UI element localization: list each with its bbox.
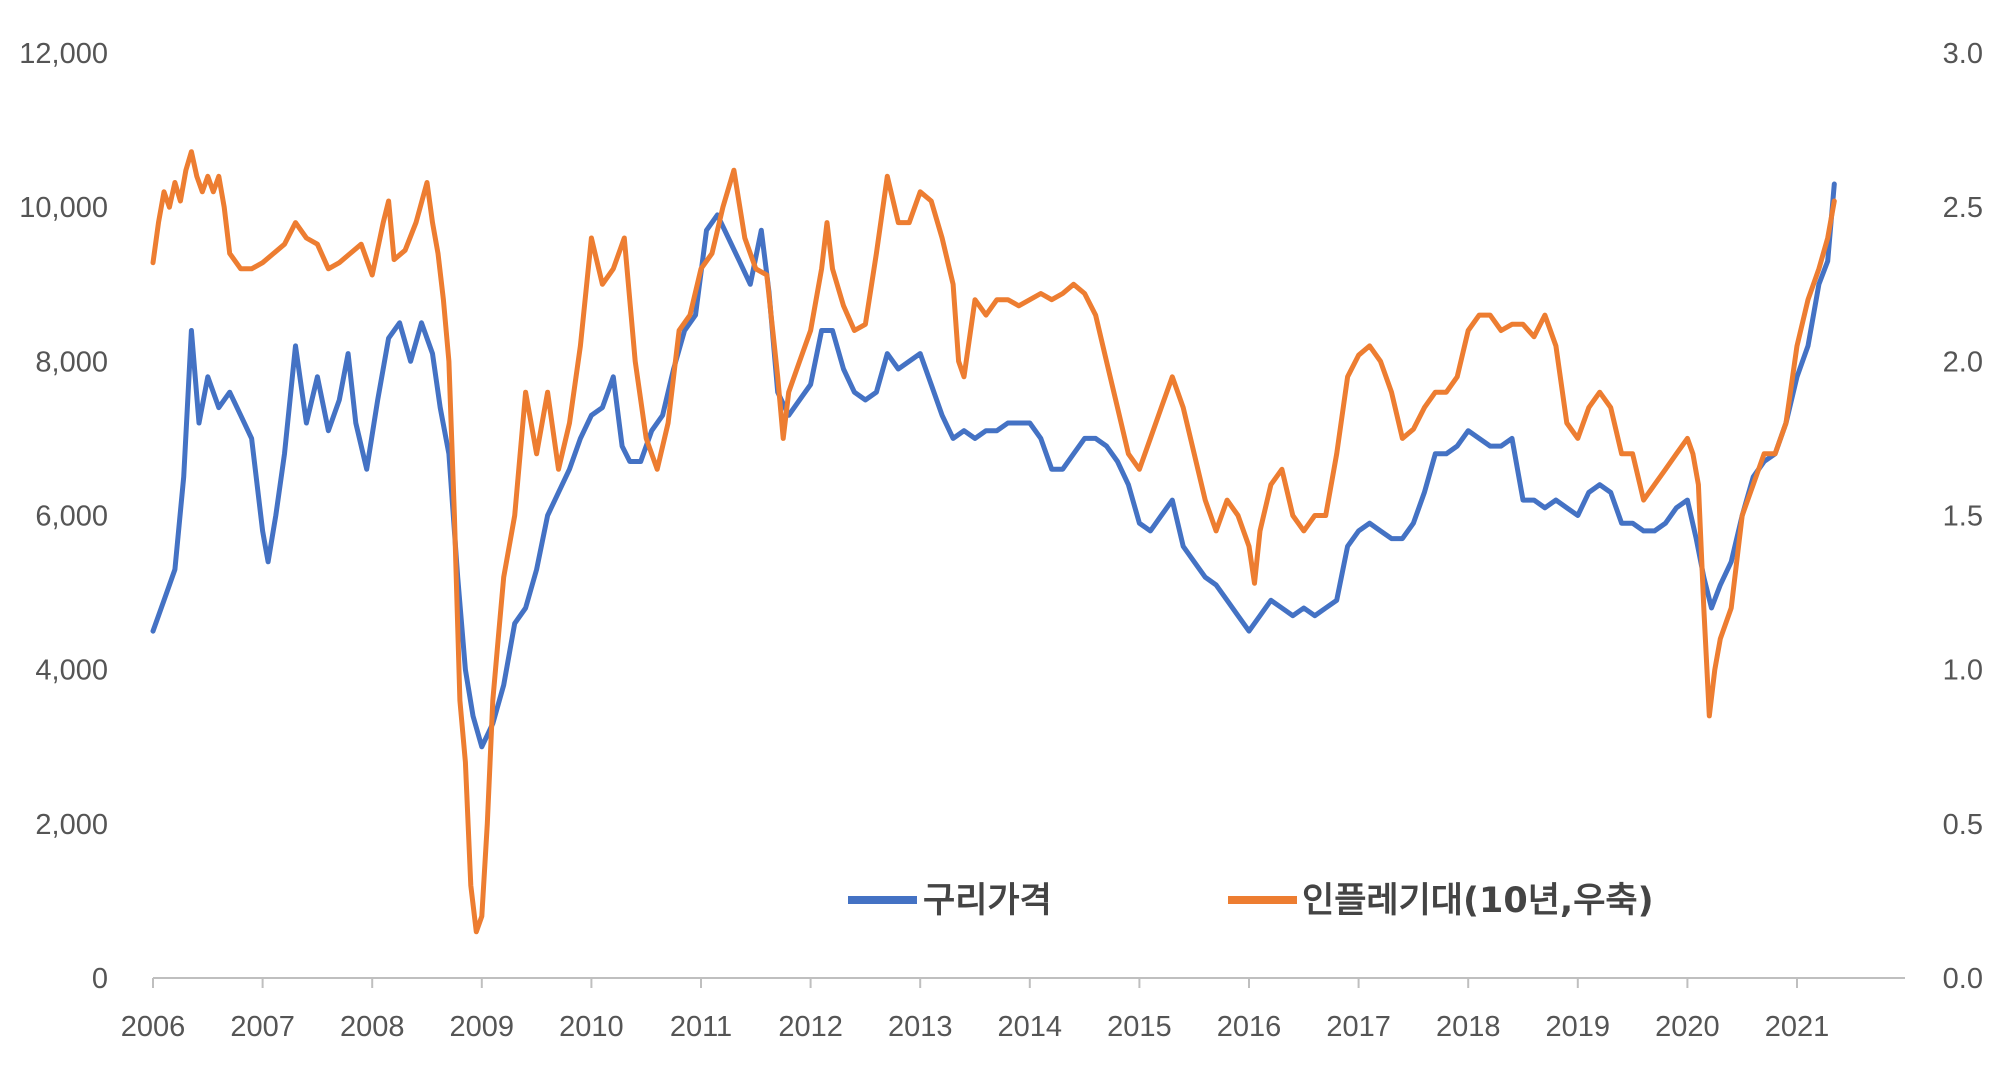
series-line-copper-price [150,181,1837,750]
right-y-tick-label: 1.0 [1943,655,1983,687]
legend: 구리가격 인플레기대(10년,우축) [848,881,1654,921]
x-tick-label: 2020 [1655,1011,1720,1043]
x-tick-label: 2009 [450,1011,515,1043]
series-layer [150,149,1837,935]
right-y-tick-label: 2.5 [1943,192,1983,224]
x-tick-label: 2014 [998,1011,1063,1043]
x-tick-label: 2007 [230,1011,295,1043]
left-y-tick-label: 6,000 [35,501,108,533]
x-tick-label: 2011 [670,1011,732,1043]
left-y-tick-label: 8,000 [35,346,108,378]
legend-item-copper: 구리가격 [848,881,1052,921]
legend-label-inflation: 인플레기대(10년,우축) [1302,881,1654,921]
right-y-tick-label: 1.5 [1943,501,1983,533]
left-y-tick-label: 2,000 [35,809,108,841]
left-y-tick-label: 10,000 [19,192,108,224]
right-y-tick-label: 3.0 [1943,38,1983,70]
x-tick-label: 2013 [888,1011,953,1043]
x-tick-label: 2019 [1546,1011,1611,1043]
series-line-inflation-expectation [150,149,1837,935]
left-y-tick-label: 0 [92,963,108,995]
x-tick-label: 2018 [1436,1011,1501,1043]
x-tick-marks [152,978,1798,988]
x-axis-labels: 2006 2007 2008 2009 2010 2011 2012 2013 2014 2015… [121,1011,1830,1043]
right-y-tick-label: 0.0 [1943,963,1983,995]
left-y-tick-label: 4,000 [35,655,108,687]
x-tick-label: 2012 [778,1011,843,1043]
legend-item-inflation: 인플레기대(10년,우축) [1228,881,1654,921]
x-tick-label: 2006 [121,1011,186,1043]
right-y-axis-labels: 0.0 0.5 1.0 1.5 2.0 2.5 3.0 [1943,38,1983,995]
right-y-tick-label: 0.5 [1943,809,1983,841]
left-y-tick-label: 12,000 [19,38,108,70]
x-tick-label: 2015 [1107,1011,1172,1043]
x-tick-label: 2008 [340,1011,405,1043]
right-y-tick-label: 2.0 [1943,346,1983,378]
legend-label-copper: 구리가격 [923,881,1052,921]
x-tick-label: 2016 [1217,1011,1282,1043]
x-tick-label: 2010 [559,1011,624,1043]
x-tick-label: 2017 [1326,1011,1391,1043]
left-y-axis-labels: 0 2,000 4,000 6,000 8,000 10,000 12,000 [19,38,108,995]
x-tick-label: 2021 [1765,1011,1830,1043]
